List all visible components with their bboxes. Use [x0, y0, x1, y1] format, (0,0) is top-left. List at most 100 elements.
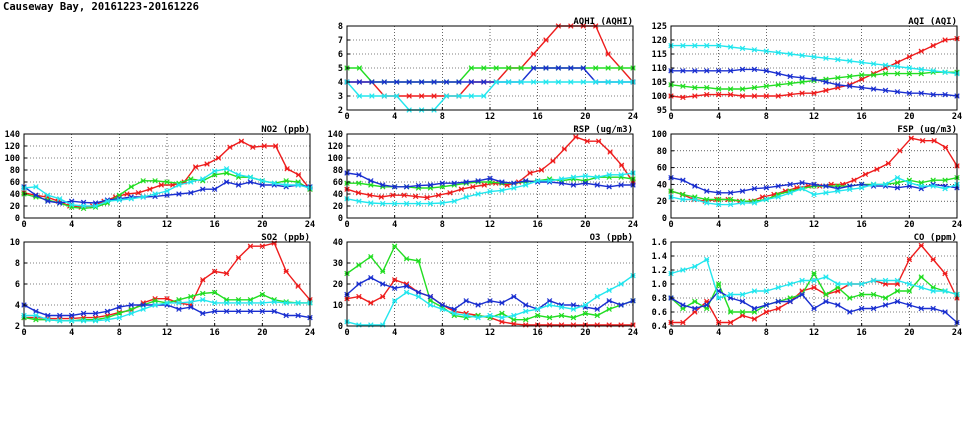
data-point-cyan [487, 188, 493, 195]
x-tick-label: 24 [952, 328, 962, 338]
data-point-cyan [356, 93, 363, 99]
data-point-blue [618, 302, 624, 308]
data-point-green [870, 291, 877, 298]
data-point-red [787, 91, 793, 98]
x-tick-label: 24 [628, 328, 638, 338]
data-point-red [259, 243, 266, 249]
data-point-cyan [942, 288, 948, 294]
data-point-cyan [787, 190, 793, 196]
y-tick-label: 140 [5, 130, 20, 140]
data-point-cyan [858, 59, 865, 66]
data-point-cyan [456, 93, 462, 99]
data-point-blue [568, 65, 574, 71]
data-point-cyan [475, 191, 481, 197]
chart-title: FSP (ug/m3) [897, 125, 957, 135]
data-point-blue [847, 309, 853, 315]
x-tick-label: 16 [533, 220, 543, 230]
data-point-blue [894, 185, 901, 191]
data-point-cyan [894, 63, 901, 70]
x-tick-label: 0 [344, 112, 349, 122]
data-point-blue [211, 186, 218, 192]
data-point-blue [594, 182, 600, 188]
data-point-green [546, 314, 553, 321]
data-point-cyan [680, 267, 686, 273]
data-point-red [283, 268, 289, 275]
data-point-cyan [570, 306, 577, 312]
data-point-red [481, 182, 488, 188]
data-point-green [152, 298, 158, 304]
data-point-blue [451, 180, 457, 186]
data-point-blue [763, 185, 770, 191]
data-point-cyan [45, 192, 51, 198]
data-point-cyan [534, 306, 541, 312]
data-point-blue [606, 298, 612, 304]
data-point-blue [727, 68, 734, 74]
data-point-cyan [475, 314, 481, 321]
data-point-red [295, 283, 301, 289]
data-point-blue [487, 298, 493, 304]
x-tick-label: 12 [162, 328, 172, 338]
data-point-red [763, 93, 770, 99]
data-point-red [227, 144, 233, 150]
data-point-blue [468, 79, 475, 85]
data-point-blue [858, 84, 865, 91]
data-point-blue [176, 191, 182, 197]
data-point-cyan [580, 79, 586, 85]
data-point-blue [530, 65, 537, 71]
data-point-cyan [369, 93, 375, 99]
chart-title: NO2 (ppb) [261, 125, 310, 135]
data-point-blue [200, 310, 206, 317]
data-point-blue [906, 90, 913, 96]
data-point-green [259, 291, 266, 298]
data-point-cyan [394, 93, 400, 99]
data-point-blue [487, 175, 493, 182]
y-tick-label: 0.8 [652, 294, 667, 304]
data-point-green [739, 86, 746, 92]
data-point-blue [930, 305, 936, 312]
data-point-cyan [918, 284, 924, 291]
x-tick-label: 4 [392, 328, 397, 338]
y-tick-label: 60 [10, 178, 20, 188]
data-point-red [378, 194, 385, 200]
data-point-red [261, 143, 267, 149]
data-point-cyan [381, 93, 388, 99]
data-point-cyan [858, 185, 865, 191]
data-point-blue [692, 183, 698, 189]
data-point-blue [391, 184, 398, 190]
data-point-red [606, 322, 612, 328]
data-point-cyan [439, 306, 446, 312]
x-tick-label: 8 [764, 112, 769, 122]
data-point-cyan [523, 308, 529, 315]
data-point-green [617, 65, 624, 71]
data-point-blue [200, 186, 206, 192]
y-tick-label: 20 [333, 202, 343, 212]
data-point-blue [835, 82, 841, 88]
data-point-cyan [739, 200, 746, 206]
y-tick-label: 2 [15, 322, 20, 332]
data-point-cyan [211, 168, 218, 174]
data-point-blue [164, 192, 170, 198]
x-tick-label: 20 [904, 328, 914, 338]
data-point-blue [894, 89, 901, 95]
data-point-blue [715, 68, 722, 74]
data-point-red [561, 146, 568, 152]
data-point-green [368, 182, 374, 188]
data-point-cyan [751, 288, 758, 294]
data-point-red [727, 91, 734, 98]
data-point-green [140, 178, 146, 184]
data-point-blue [235, 308, 242, 315]
data-point-blue [259, 182, 266, 188]
data-point-blue [369, 79, 375, 85]
data-point-cyan [618, 172, 624, 178]
data-point-red [885, 160, 892, 167]
data-point-blue [775, 183, 781, 189]
data-point-green [882, 295, 889, 301]
data-point-cyan [188, 179, 194, 185]
data-point-red [930, 256, 936, 263]
data-point-blue [403, 184, 410, 190]
data-point-green [680, 83, 686, 89]
y-tick-label: 120 [652, 36, 667, 46]
data-point-cyan [763, 48, 770, 54]
data-point-blue [45, 198, 51, 204]
